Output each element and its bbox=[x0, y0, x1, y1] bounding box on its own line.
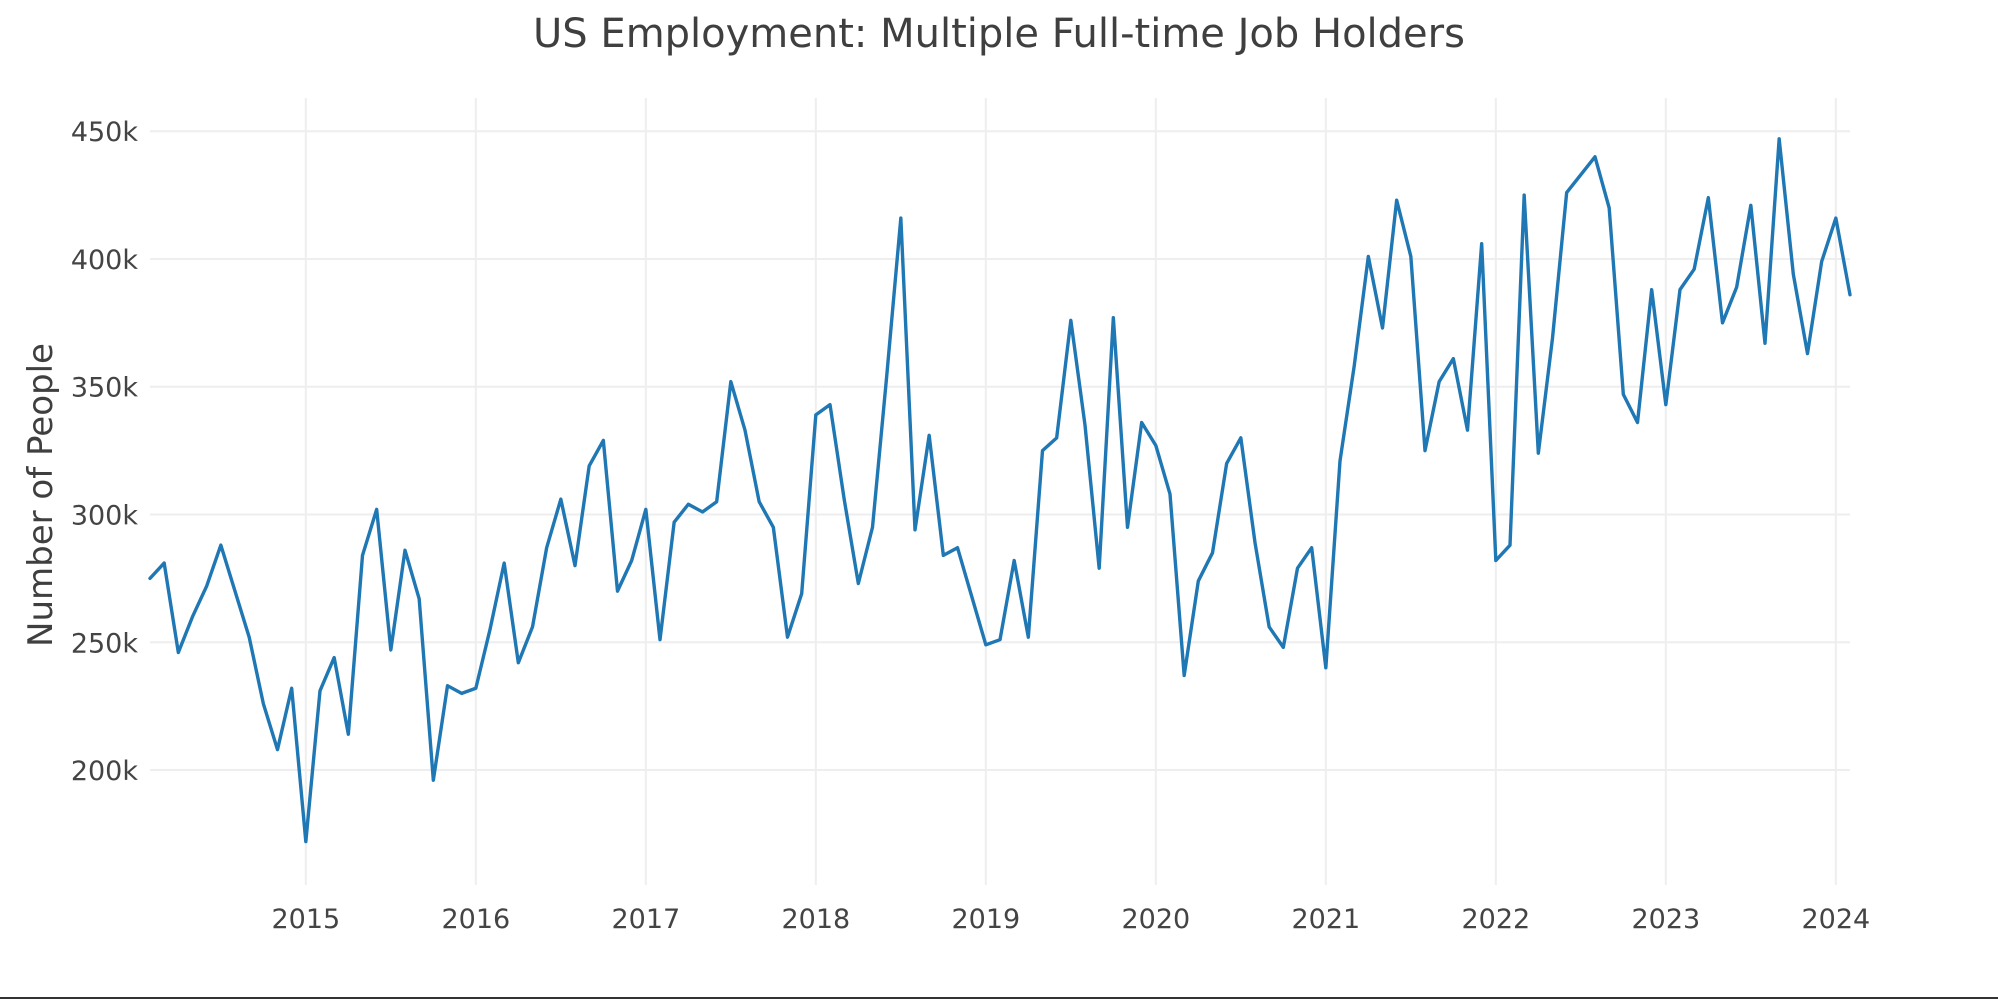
gridlines bbox=[150, 98, 1850, 885]
y-axis-label: Number of People bbox=[21, 343, 61, 647]
x-tick-label: 2019 bbox=[951, 904, 1020, 935]
y-tick-label: 300k bbox=[71, 500, 139, 531]
employment-series-line bbox=[148, 137, 1852, 844]
x-tick-label: 2021 bbox=[1291, 904, 1360, 935]
x-tick-label: 2023 bbox=[1631, 904, 1700, 935]
y-tick-label: 200k bbox=[71, 756, 139, 787]
x-tick-label: 2022 bbox=[1461, 904, 1530, 935]
x-tick-label: 2020 bbox=[1121, 904, 1190, 935]
chart-title: US Employment: Multiple Full-time Job Ho… bbox=[533, 11, 1465, 57]
y-tick-label: 450k bbox=[71, 117, 139, 148]
x-tick-label: 2015 bbox=[271, 904, 340, 935]
x-tick-label: 2016 bbox=[441, 904, 510, 935]
y-tick-label: 400k bbox=[71, 245, 139, 276]
x-tick-label: 2024 bbox=[1801, 904, 1870, 935]
y-tick-label: 350k bbox=[71, 373, 139, 404]
x-tick-label: 2017 bbox=[611, 904, 680, 935]
y-tick-label: 250k bbox=[71, 628, 139, 659]
x-tick-label: 2018 bbox=[781, 904, 850, 935]
axis-tick-labels: 2015 2016 2017 2018 2019 2020 2021 2022 2023 2024… bbox=[71, 117, 1870, 935]
